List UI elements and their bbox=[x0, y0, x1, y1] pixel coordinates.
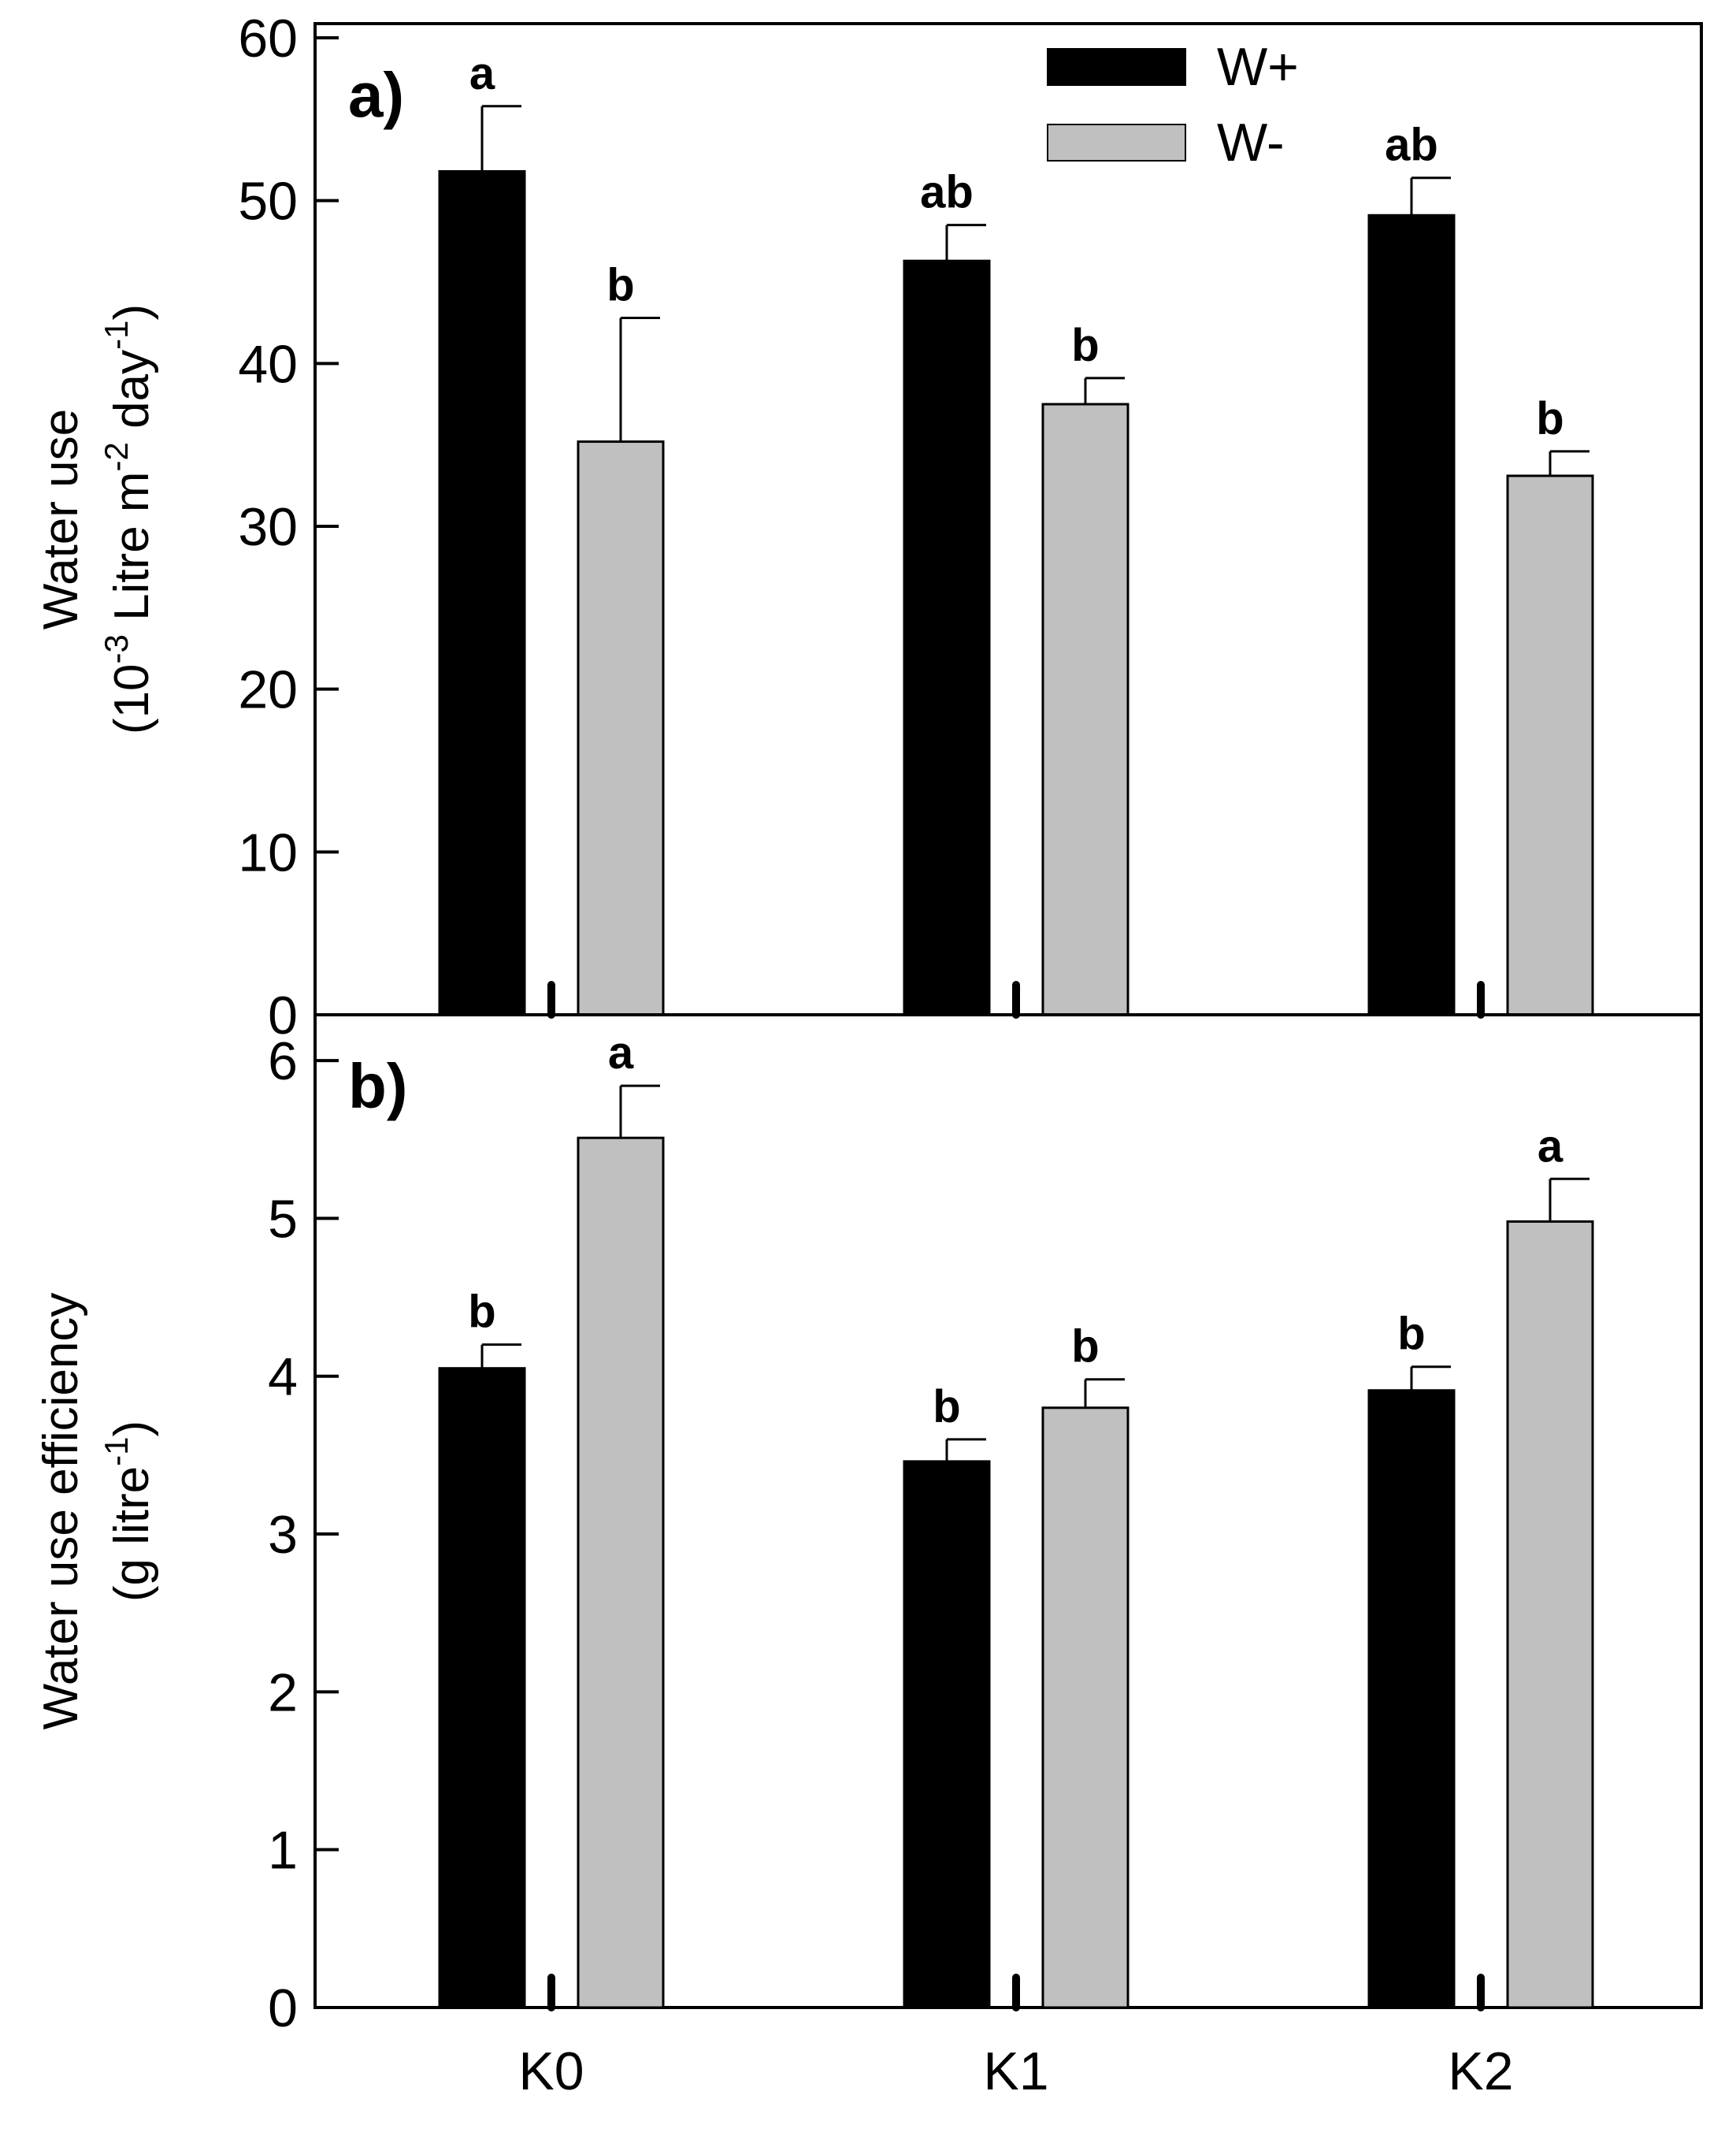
panel-a-ylabel-line1: Water use bbox=[34, 409, 88, 630]
significance-letter: b bbox=[1071, 320, 1099, 371]
panel-a-ylabel-line2: (10-3 Litre m-2 day-1) bbox=[98, 304, 159, 734]
panel-b-yaxis: 0 1 2 3 4 5 6 bbox=[268, 1031, 339, 2038]
bar-k1-w-plus bbox=[903, 1460, 991, 2009]
y-tick-label: 4 bbox=[268, 1347, 298, 1407]
significance-letter: a bbox=[608, 1027, 634, 1079]
x-category-label: K0 bbox=[518, 2041, 584, 2101]
significance-letter: b bbox=[606, 259, 634, 310]
significance-letter: a bbox=[1538, 1120, 1564, 1172]
bar-k1-w-minus bbox=[1041, 403, 1130, 1016]
significance-letter: b bbox=[1071, 1321, 1099, 1372]
panel-b: 0 1 2 3 4 5 6 b a b b b a b) Water use efficiency (… bbox=[34, 1013, 1703, 2038]
bar-k0-w-plus bbox=[438, 169, 526, 1016]
y-tick-label: 40 bbox=[238, 334, 298, 394]
bar-k2-w-plus bbox=[1367, 214, 1456, 1016]
significance-letter: ab bbox=[920, 167, 974, 218]
bar-k2-w-minus bbox=[1506, 474, 1594, 1016]
bar-k0-w-minus bbox=[577, 440, 665, 1016]
bar-k0-w-minus bbox=[577, 1136, 665, 2009]
bar-k1-w-minus bbox=[1041, 1406, 1130, 2009]
bar-k2-w-plus bbox=[1367, 1389, 1456, 2009]
y-tick-label: 50 bbox=[238, 172, 298, 232]
y-tick-label: 1 bbox=[268, 1821, 298, 1881]
legend-label-w-plus: W+ bbox=[1217, 37, 1299, 97]
bar-k2-w-minus bbox=[1506, 1220, 1594, 2009]
x-axis-categories: K0 K1 K2 bbox=[518, 2041, 1513, 2101]
panel-b-bars: b a b b b a bbox=[438, 1027, 1594, 2011]
panel-a-yaxis: 0 10 20 30 40 50 60 bbox=[238, 9, 339, 1046]
significance-letter: b bbox=[1397, 1309, 1425, 1360]
significance-letter: ab bbox=[1385, 120, 1438, 171]
y-tick-label: 6 bbox=[268, 1031, 298, 1091]
y-tick-label: 2 bbox=[268, 1662, 298, 1722]
bar-k0-w-plus bbox=[438, 1367, 526, 2009]
y-tick-label: 20 bbox=[238, 660, 298, 720]
significance-letter: a bbox=[469, 48, 495, 99]
y-tick-label: 3 bbox=[268, 1505, 298, 1565]
y-tick-label: 10 bbox=[238, 823, 298, 882]
x-category-label: K1 bbox=[983, 2041, 1048, 2101]
significance-letter: b bbox=[468, 1287, 495, 1338]
y-tick-label: 0 bbox=[268, 986, 298, 1046]
y-tick-label: 60 bbox=[238, 9, 298, 69]
panel-b-label: b) bbox=[348, 1051, 408, 1121]
significance-letter: b bbox=[933, 1381, 960, 1432]
y-tick-label: 5 bbox=[268, 1189, 298, 1249]
significance-letter: b bbox=[1536, 393, 1564, 444]
legend: W+ W- bbox=[1047, 37, 1299, 173]
x-category-label: K2 bbox=[1448, 2041, 1513, 2101]
panel-b-frame bbox=[313, 1013, 1703, 2009]
y-tick-label: 0 bbox=[268, 1978, 298, 2038]
y-tick-label: 30 bbox=[238, 497, 298, 557]
legend-swatch-w-minus bbox=[1047, 124, 1186, 162]
panel-b-ylabel-line2: (g litre-1) bbox=[98, 1421, 159, 1602]
legend-label-w-minus: W- bbox=[1217, 113, 1285, 173]
legend-swatch-w-plus bbox=[1047, 48, 1186, 86]
panel-a-label: a) bbox=[348, 60, 404, 130]
panel-b-ylabel-line1: Water use efficiency bbox=[34, 1293, 88, 1730]
bar-k1-w-plus bbox=[903, 259, 991, 1016]
